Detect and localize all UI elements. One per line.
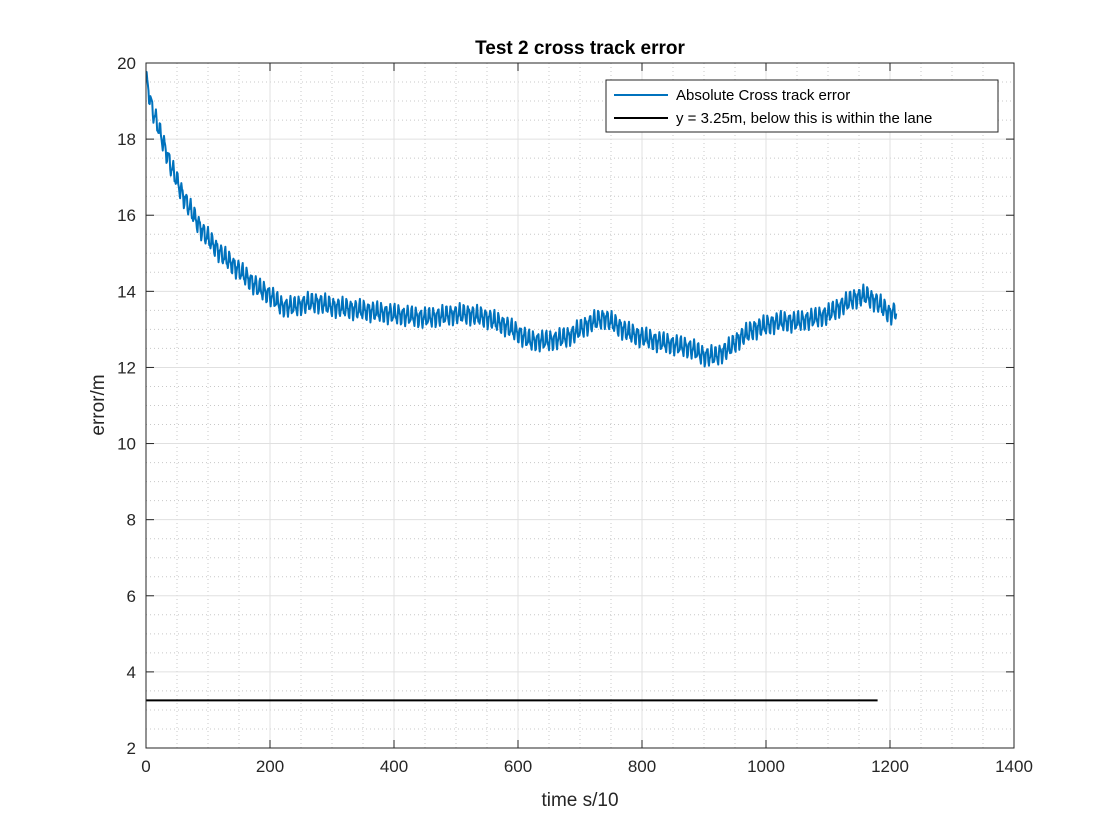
x-tick-label: 1200	[871, 757, 909, 776]
y-axis-label: error/m	[88, 374, 109, 435]
x-tick-label: 0	[141, 757, 150, 776]
legend-label-cross-track-error: Absolute Cross track error	[676, 87, 850, 104]
x-tick-label: 1400	[995, 757, 1033, 776]
y-tick-label: 16	[117, 206, 136, 225]
x-tick-label: 200	[256, 757, 284, 776]
legend-label-lane-threshold: y = 3.25m, below this is within the lane	[676, 110, 932, 127]
y-tick-label: 4	[127, 663, 136, 682]
x-tick-label: 1000	[747, 757, 785, 776]
y-tick-label: 18	[117, 130, 136, 149]
x-axis-label: time s/10	[541, 790, 618, 811]
chart-title: Test 2 cross track error	[475, 38, 685, 59]
x-tick-label: 800	[628, 757, 656, 776]
legend: Absolute Cross track error y = 3.25m, be…	[605, 79, 999, 133]
y-tick-label: 2	[127, 739, 136, 758]
x-tick-label: 600	[504, 757, 532, 776]
series-cross-track-error-line	[146, 70, 898, 368]
y-tick-label: 20	[117, 54, 136, 73]
series-layer	[146, 70, 898, 702]
plot-area	[146, 63, 1014, 748]
y-tick-label: 14	[117, 282, 136, 301]
y-tick-label: 10	[117, 435, 136, 454]
axis-ticks: 0 200 400 600 800 1000 1200 1400 2 4 6 8 10 12 14 16 18 2…	[117, 54, 1033, 776]
x-tick-label: 400	[380, 757, 408, 776]
y-tick-label: 12	[117, 358, 136, 377]
legend-box	[605, 79, 999, 133]
y-tick-label: 8	[127, 511, 136, 530]
plot-frame	[145, 62, 1015, 749]
y-tick-label: 6	[127, 587, 136, 606]
